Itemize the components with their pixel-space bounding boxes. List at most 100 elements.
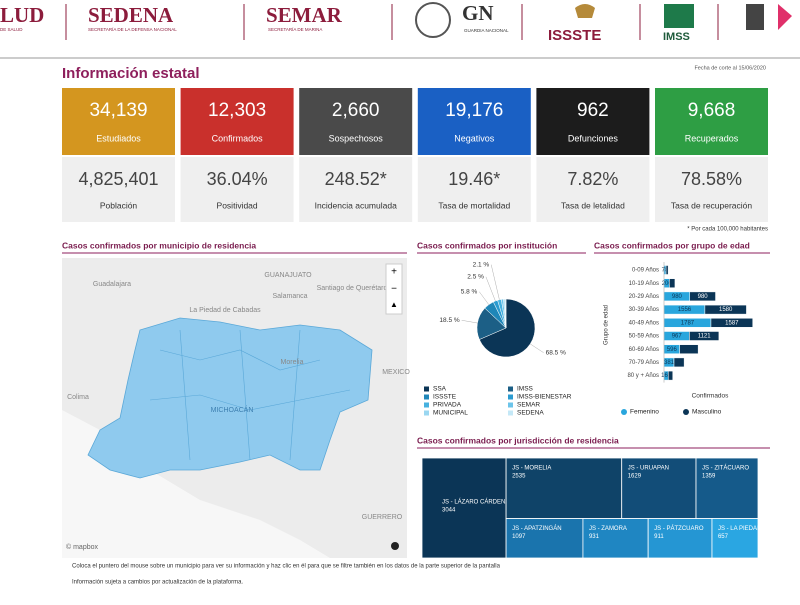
stat-label: Positividad <box>217 200 258 210</box>
cell-name: JS - PÁTZCUARO <box>654 525 704 532</box>
cell-name: JS - LÁZARO CÁRDENAS <box>442 499 513 506</box>
logo-sub: SECRETARÍA DE MARINA <box>268 26 322 32</box>
kpi-label: Recuperados <box>685 133 739 143</box>
leader-line <box>479 291 489 305</box>
legend-label: IMSS <box>517 386 534 393</box>
stat-value: 7.82% <box>567 169 618 189</box>
legend-swatch <box>621 409 627 415</box>
logo: SEMAR <box>266 3 343 27</box>
stat-label: Tasa de letalidad <box>561 200 625 210</box>
leader-line <box>485 276 496 302</box>
axis-title: Confirmados <box>692 393 730 400</box>
bar-segment <box>669 278 676 288</box>
map-label: MICHOACÁN <box>211 405 254 414</box>
issste-emblem <box>575 4 595 18</box>
pie-slice <box>504 298 507 329</box>
kpi-label: Negativos <box>454 133 495 143</box>
section-title: Casos confirmados por grupo de edad <box>594 240 750 250</box>
kpi-label: Confirmados <box>212 133 264 143</box>
stat-card <box>62 157 175 222</box>
logo-sub: DE SALUD <box>0 27 23 32</box>
compass[interactable]: ▲ <box>390 300 398 309</box>
bar-segment <box>673 357 685 368</box>
legend-label: SEDENA <box>517 410 544 417</box>
slice-label: 2.5 % <box>467 274 484 281</box>
page-title: Información estatal <box>62 65 200 82</box>
bar-label: 1556 <box>678 307 692 313</box>
bar-label: 1580 <box>719 307 733 313</box>
legend-swatch <box>424 394 429 400</box>
footnote: Coloca el puntero del mouse sobre un mun… <box>72 564 501 570</box>
kpi-card <box>299 88 413 155</box>
legend-swatch <box>683 409 689 415</box>
cell-name: JS - APATZINGÁN <box>512 525 561 532</box>
bar-label: 980 <box>672 294 683 300</box>
slice-label: 18.5 % <box>439 317 459 324</box>
treemap-cell <box>505 518 584 559</box>
slice-label: 68.5 % <box>546 349 566 356</box>
stat-card <box>180 157 294 222</box>
kpi-value: 9,668 <box>688 100 736 121</box>
zoom-out[interactable]: − <box>391 284 397 295</box>
stat-card <box>417 157 531 222</box>
stat-value: 248.52* <box>325 169 387 189</box>
cell-value: 657 <box>718 534 729 540</box>
cell-value: 931 <box>589 534 600 540</box>
bar-label: 1587 <box>725 320 739 326</box>
state-logo <box>778 4 792 30</box>
leader-line <box>491 264 500 300</box>
map-label: MEXICO <box>382 369 410 376</box>
logo-sub: SECRETARÍA DE LA DEFENSA NACIONAL <box>88 26 177 32</box>
bar-label: 1787 <box>681 320 695 326</box>
logo: IMSS <box>663 31 690 43</box>
kpi-card <box>655 88 768 155</box>
stat-card <box>655 157 768 222</box>
y-tick-label: 40-49 Años <box>629 320 659 326</box>
y-tick-label: 70-79 Años <box>629 360 659 366</box>
map-label: GUERRERO <box>362 514 403 521</box>
info-icon[interactable] <box>391 542 399 550</box>
treemap-cell <box>647 518 713 559</box>
zoom-in[interactable]: + <box>391 267 397 278</box>
map-label: Salamanca <box>272 293 307 300</box>
cell-value: 1359 <box>702 474 716 480</box>
cell-name: JS - MORELIA <box>512 466 551 472</box>
state-shape[interactable] <box>87 317 373 479</box>
leader-line <box>461 320 478 324</box>
slice-label: 2.1 % <box>473 261 490 268</box>
y-tick-label: 10-19 Años <box>629 281 659 287</box>
bar-label: 980 <box>698 294 709 300</box>
cell-name: JS - URUAPAN <box>628 466 669 472</box>
state-emblem <box>746 4 764 30</box>
stat-label: Incidencia acumulada <box>315 200 397 210</box>
section-title: Casos confirmados por jurisdicción de re… <box>417 435 619 445</box>
logo: ISSSTE <box>548 27 601 44</box>
stat-label: Población <box>100 200 138 210</box>
treemap-cell <box>695 457 759 519</box>
treemap-cell <box>621 457 697 519</box>
y-tick-label: 50-59 Años <box>629 334 659 340</box>
zoom-control[interactable] <box>385 263 403 315</box>
imss-emblem <box>664 4 694 28</box>
legend-label: Femenino <box>630 409 659 416</box>
legend-swatch <box>424 410 429 416</box>
kpi-label: Estudiados <box>96 133 141 143</box>
map-label: Colima <box>67 394 89 401</box>
treemap-cell <box>582 518 649 559</box>
treemap-cell <box>711 518 759 559</box>
bar-label: 1121 <box>698 334 712 340</box>
cell-value: 1629 <box>628 474 642 480</box>
logo-sub: GUARDIA NACIONAL <box>464 28 509 33</box>
cell-name: JS - LA PIEDAD <box>718 526 762 532</box>
bar-segment <box>668 370 673 381</box>
logo: GN <box>462 1 494 25</box>
kpi-value: 962 <box>577 100 609 121</box>
cell-name: JS - ZAMORA <box>589 526 627 532</box>
map-label: Morelia <box>281 359 304 366</box>
legend-label: SSA <box>433 386 447 393</box>
map-label: Santiago de Querétaro <box>317 285 388 292</box>
legend-label: IMSS-BIENESTAR <box>517 394 572 401</box>
legend-swatch <box>424 402 429 408</box>
bar-segment <box>665 265 669 275</box>
